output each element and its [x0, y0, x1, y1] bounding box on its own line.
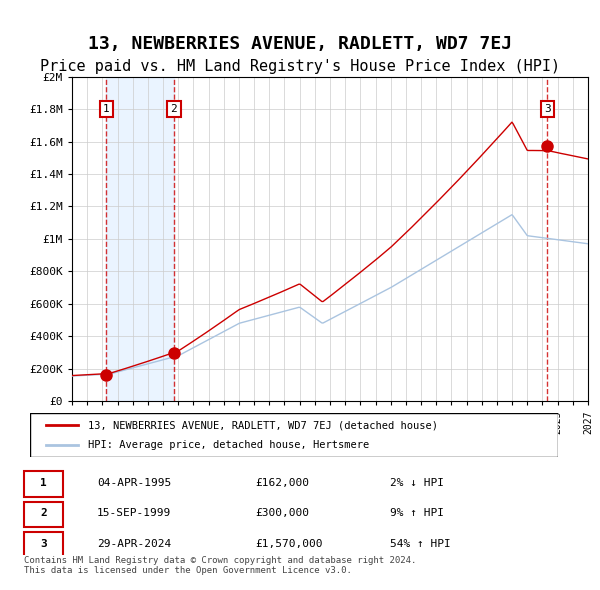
Text: HPI: Average price, detached house, Hertsmere: HPI: Average price, detached house, Hert…	[88, 440, 370, 450]
Text: £300,000: £300,000	[255, 509, 309, 519]
Text: £162,000: £162,000	[255, 478, 309, 489]
Text: 1: 1	[103, 104, 110, 114]
Text: 2: 2	[170, 104, 177, 114]
Text: 1: 1	[40, 478, 47, 489]
Text: 04-APR-1995: 04-APR-1995	[97, 478, 171, 489]
Text: 2% ↓ HPI: 2% ↓ HPI	[390, 478, 444, 489]
FancyBboxPatch shape	[23, 532, 63, 558]
Text: 9% ↑ HPI: 9% ↑ HPI	[390, 509, 444, 519]
Text: 15-SEP-1999: 15-SEP-1999	[97, 509, 171, 519]
Text: 29-APR-2024: 29-APR-2024	[97, 539, 171, 549]
Text: 3: 3	[40, 539, 47, 549]
Text: 54% ↑ HPI: 54% ↑ HPI	[390, 539, 451, 549]
Text: 13, NEWBERRIES AVENUE, RADLETT, WD7 7EJ (detached house): 13, NEWBERRIES AVENUE, RADLETT, WD7 7EJ …	[88, 421, 438, 430]
FancyBboxPatch shape	[23, 471, 63, 497]
FancyBboxPatch shape	[23, 502, 63, 527]
Text: 2: 2	[40, 509, 47, 519]
Text: £1,570,000: £1,570,000	[255, 539, 322, 549]
Bar	[106, 77, 174, 401]
Text: 3: 3	[544, 104, 551, 114]
FancyBboxPatch shape	[30, 413, 558, 457]
Text: 13, NEWBERRIES AVENUE, RADLETT, WD7 7EJ: 13, NEWBERRIES AVENUE, RADLETT, WD7 7EJ	[88, 35, 512, 53]
Text: Price paid vs. HM Land Registry's House Price Index (HPI): Price paid vs. HM Land Registry's House …	[40, 59, 560, 74]
Text: Contains HM Land Registry data © Crown copyright and database right 2024.
This d: Contains HM Land Registry data © Crown c…	[24, 556, 416, 575]
